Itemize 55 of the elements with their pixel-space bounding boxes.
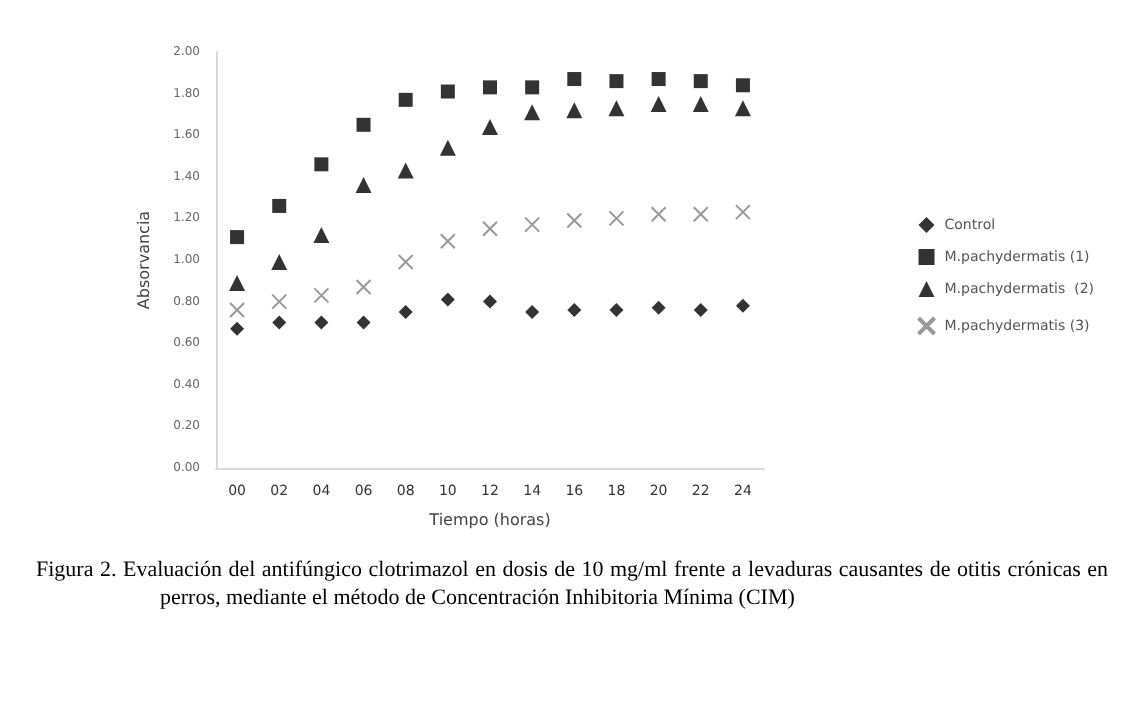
point xyxy=(313,287,330,304)
point xyxy=(692,96,709,112)
point xyxy=(608,210,625,227)
point xyxy=(482,220,498,237)
point xyxy=(398,305,413,319)
point xyxy=(693,74,708,89)
point xyxy=(313,227,330,244)
point xyxy=(609,74,624,89)
point xyxy=(567,72,582,87)
point xyxy=(692,206,709,223)
point xyxy=(734,100,751,117)
point xyxy=(734,204,751,221)
text: Figura 2. Evaluación del antifúngico clotrimazol en dosis de 10 mg/ml frente a levaduras causantes de otitis crónicas en perros, mediante el método de Concentración Inhibitoria Mínima (CIM) xyxy=(34,556,1110,612)
point xyxy=(609,302,624,317)
x-axis-title: Tiempo (horas) xyxy=(427,511,551,529)
point xyxy=(271,293,288,310)
point xyxy=(397,162,414,179)
point xyxy=(229,301,246,318)
point xyxy=(356,117,371,132)
point xyxy=(566,102,583,119)
point xyxy=(524,104,541,121)
point xyxy=(650,206,667,223)
point xyxy=(440,84,455,99)
point xyxy=(651,72,666,87)
point xyxy=(272,198,287,213)
point xyxy=(650,96,667,112)
point xyxy=(482,118,498,135)
point xyxy=(483,294,497,309)
point xyxy=(735,298,750,313)
point xyxy=(483,80,497,95)
point xyxy=(735,78,750,93)
point xyxy=(525,80,540,95)
point xyxy=(230,230,245,245)
point xyxy=(439,139,456,156)
point xyxy=(356,315,371,330)
point xyxy=(693,302,708,317)
point xyxy=(398,92,413,107)
point xyxy=(524,216,541,233)
point xyxy=(525,305,540,319)
point xyxy=(608,100,625,117)
point xyxy=(271,254,288,271)
point xyxy=(229,274,246,291)
point xyxy=(230,321,245,336)
point xyxy=(566,212,583,229)
point xyxy=(314,157,329,172)
point xyxy=(272,315,287,330)
point xyxy=(355,279,372,296)
point xyxy=(651,300,666,315)
point xyxy=(355,177,372,194)
point xyxy=(314,315,329,330)
point xyxy=(440,292,455,307)
point xyxy=(397,254,414,271)
point xyxy=(567,302,582,317)
point xyxy=(439,233,456,250)
y-axis-title: Absorvancia xyxy=(135,210,153,310)
